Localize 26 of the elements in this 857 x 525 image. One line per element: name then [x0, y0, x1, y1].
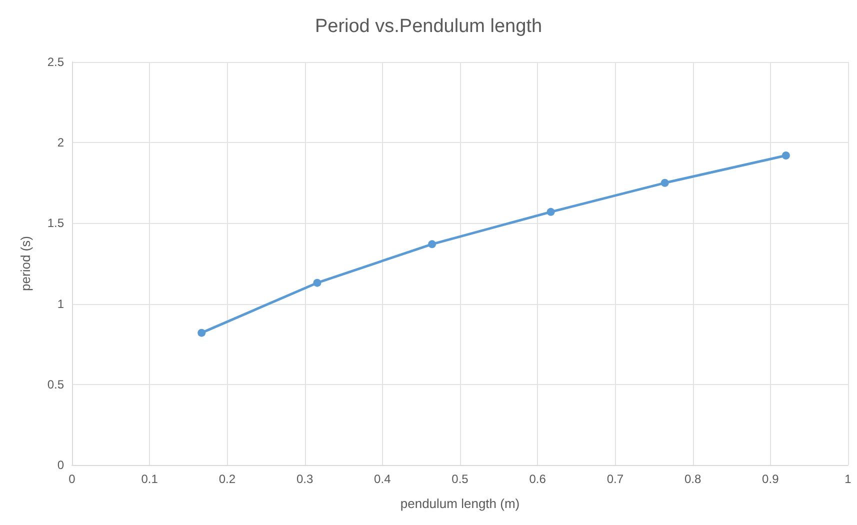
x-tick-label: 0.5 [452, 472, 469, 486]
chart-title: Period vs.Pendulum length [314, 16, 542, 37]
x-tick-label: 0.3 [296, 472, 314, 486]
y-tick-label: 0 [57, 458, 64, 472]
x-tick-label: 0.2 [218, 472, 236, 486]
x-tick-label: 0.9 [762, 472, 780, 486]
x-axis-title: pendulum length (m) [400, 496, 520, 511]
x-tick-label: 0.7 [606, 472, 624, 486]
y-tick-label: 1.5 [47, 216, 64, 230]
x-tick-label: 1 [844, 472, 852, 486]
point [660, 178, 669, 187]
point [198, 328, 206, 337]
y-tick-label: 0.5 [47, 377, 64, 392]
y-tick-label: 1 [57, 296, 64, 311]
y-tick-label: 2 [57, 136, 64, 150]
point [428, 240, 436, 248]
y-tick-label: 2.5 [47, 55, 64, 69]
point [546, 208, 555, 216]
x-tick-label: 0.8 [684, 472, 702, 486]
x-tick-label: 0.1 [141, 472, 158, 486]
x-tick-label: 0 [68, 472, 76, 486]
point [313, 278, 322, 287]
x-tick-label: 0.4 [374, 472, 392, 486]
y-axis-title: period (s) [18, 236, 33, 291]
x-tick-label: 0.6 [529, 472, 546, 486]
point [782, 152, 790, 160]
